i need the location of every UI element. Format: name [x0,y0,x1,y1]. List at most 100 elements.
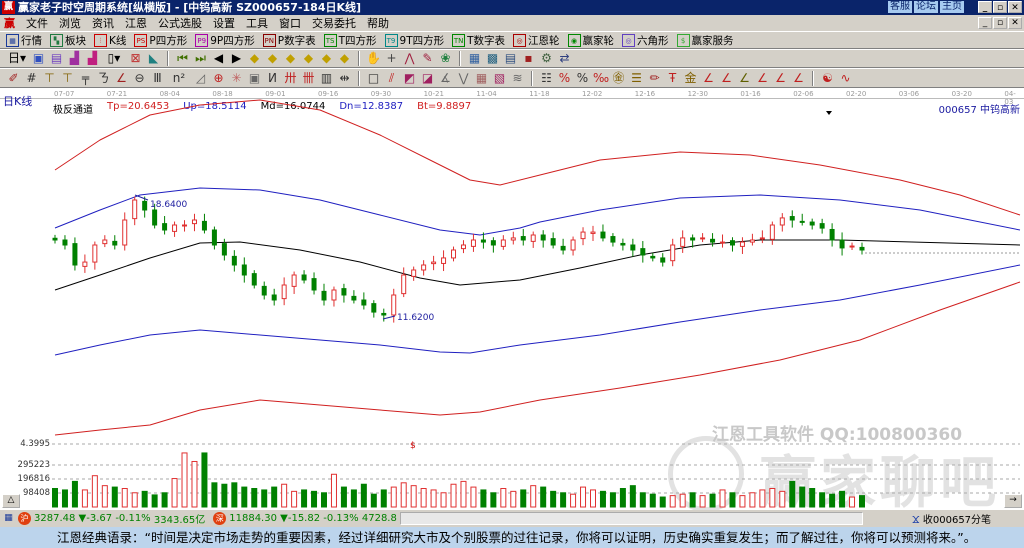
app-menu-icon[interactable]: 赢 [4,17,15,30]
angle2-icon[interactable]: ∡ [440,70,451,85]
bar-chart-2-icon[interactable]: ▟ [87,51,98,65]
percent-line-icon[interactable]: ‰ [593,70,610,85]
target-icon[interactable]: ⊕ [213,70,224,85]
notes-icon[interactable]: ▤ [504,51,517,65]
menu-tools[interactable]: 工具 [246,17,268,30]
minimize-button[interactable]: _ [978,1,992,13]
toolbar-button-pn[interactable]: PN P数字表 [262,33,316,48]
coin-icon[interactable]: ㊎ [612,70,625,85]
angle6-icon[interactable]: ∠ [757,70,768,85]
close-button[interactable]: ✕ [1008,1,1022,13]
toolbar-button-ts[interactable]: TS T四方形 [323,33,377,48]
menu-gann[interactable]: 江恩 [125,17,147,30]
menu-window[interactable]: 窗口 [279,17,301,30]
toolbar-button-quote-grid[interactable]: ▦ 行情 [6,33,42,48]
toolbar-button-hexagon[interactable]: ◎ 六角形 [622,33,669,48]
customer-service-link[interactable]: 客服 [888,1,912,13]
zigzag-icon[interactable]: ⋁ [458,70,469,85]
diamond-left-icon[interactable]: ◆ [249,51,260,65]
child-restore-button[interactable]: ▫ [993,17,1007,29]
toolbar-button-p9[interactable]: P9 9P四方形 [195,33,255,48]
calendar-icon[interactable]: ▦ [468,51,481,65]
kline-chart[interactable]: $18.6400 11.6200 [0,88,1024,510]
flag-icon[interactable]: ◣ [148,51,159,65]
pencil-icon[interactable]: ✏ [649,70,660,85]
screen-icon[interactable]: ▣ [32,51,45,65]
circle-line-icon[interactable]: ⊖ [134,70,145,85]
brain-icon[interactable]: ❀ [440,51,451,65]
wave-icon[interactable]: ㄋ [97,70,110,85]
home-link[interactable]: 主页 [940,1,964,13]
angle-icon[interactable]: ∠ [116,70,127,85]
toolbar-button-ps[interactable]: PS P四方形 [134,33,187,48]
gold2-icon[interactable]: ⊤ [62,70,73,85]
diamond-right-icon[interactable]: ◆ [267,51,278,65]
toolbar-button-tn[interactable]: TN T数字表 [452,33,505,48]
toolbar-button-dollar[interactable]: $ 赢家服务 [676,33,734,48]
period-select-icon[interactable]: 日▾ [7,51,27,65]
square-icon[interactable]: □ [367,70,380,85]
angle3-icon[interactable]: ∠ [703,70,714,85]
yinyang-icon[interactable]: ☯ [822,70,833,85]
angle4-icon[interactable]: ∠ [721,70,732,85]
pen-icon[interactable]: ✐ [8,70,19,85]
percent-red-icon[interactable]: % [558,70,571,85]
width-icon[interactable]: ⇹ [339,70,350,85]
red-grid2-icon[interactable]: 卌 [302,70,315,85]
left-icon[interactable]: ◀ [213,51,224,65]
menu-news[interactable]: 资讯 [92,17,114,30]
last-icon[interactable]: ⏭ [195,51,206,65]
diamond-down-icon[interactable]: ◆ [339,51,350,65]
box-icon[interactable]: ▣ [248,70,261,85]
diamond-shrink-icon[interactable]: ◆ [303,51,314,65]
strike-icon[interactable]: Ŧ [668,70,677,85]
bars-icon[interactable]: ▥ [320,70,333,85]
restore-button[interactable]: ▫ [993,1,1007,13]
save-icon[interactable]: ▪ [524,51,533,65]
fan2-icon[interactable]: ◩ [403,70,416,85]
fan-icon[interactable]: ⫽ [388,70,395,85]
calculator-icon[interactable]: ▩ [486,51,499,65]
grid3-icon[interactable]: ▧ [493,70,506,85]
toolbar-button-gann-wheel[interactable]: ◎ 江恩轮 [513,33,560,48]
dropdown-marker-icon[interactable] [826,111,832,115]
chart-area[interactable]: 07-07 07-21 08-04 08-18 09-01 09-16 09-30 10-21… [0,88,1024,516]
bar-chart-icon[interactable]: ▟ [69,51,80,65]
child-close-button[interactable]: ✕ [1008,17,1022,29]
first-icon[interactable]: ⏮ [177,51,188,65]
transfer-icon[interactable]: ⇄ [559,51,570,65]
line-icon[interactable]: ⋀ [404,51,415,65]
menu-browse[interactable]: 浏览 [59,17,81,30]
scroll-right-button[interactable]: → [1004,494,1022,508]
gold-line-icon[interactable]: 金 [684,70,697,85]
slash-icon[interactable]: И [268,70,277,85]
star-icon[interactable]: ✳ [231,70,242,85]
horizontal-scrollbar[interactable] [399,512,863,525]
fib-icon[interactable]: ╤ [81,70,90,85]
draw-icon[interactable]: ✎ [422,51,433,65]
red-grid-icon[interactable]: 卅 [284,70,297,85]
toolbar-button-blocks[interactable]: ▚ 板块 [50,33,86,48]
menu-trade[interactable]: 交易委托 [312,17,356,30]
diamond-up-icon[interactable]: ◆ [321,51,332,65]
toolbar-button-winner-wheel[interactable]: ◉ 赢家轮 [567,33,614,48]
diamond-zoom-icon[interactable]: ◆ [285,51,296,65]
parallel-icon[interactable]: ≋ [512,70,523,85]
triangle-icon[interactable]: ◿ [195,70,206,85]
table-icon[interactable]: ☷ [541,70,552,85]
curve-icon[interactable]: ∿ [840,70,851,85]
toolbar-button-t9[interactable]: T9 9T四方形 [384,33,444,48]
angle8-icon[interactable]: ∠ [793,70,804,85]
fan3-icon[interactable]: ◪ [421,70,434,85]
child-minimize-button[interactable]: _ [978,17,992,29]
right-icon[interactable]: ▶ [231,51,242,65]
gold-icon[interactable]: ⊤ [44,70,55,85]
lines-icon[interactable]: Ⅲ [153,70,162,85]
quote-grid-icon[interactable]: ▦ [4,513,13,523]
network-icon[interactable]: ⚙ [541,51,552,65]
period-label[interactable]: 日K线 [3,95,33,108]
percent-icon[interactable]: % [576,70,589,85]
hand-icon[interactable]: ✋ [366,51,381,65]
grid-icon[interactable]: # [26,70,37,85]
n2-icon[interactable]: n² [172,70,186,85]
